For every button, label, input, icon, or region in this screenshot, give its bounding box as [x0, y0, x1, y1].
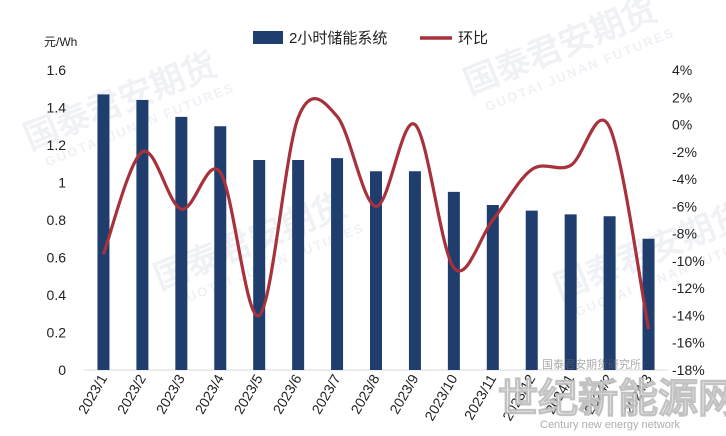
left-tick-label: 1.2	[47, 137, 67, 153]
legend-bar-label: 2小时储能系统	[289, 30, 387, 47]
x-tick-label: 2023/9	[386, 371, 421, 416]
left-tick-label: 1.6	[47, 62, 67, 78]
right-tick-label: -18%	[672, 362, 705, 378]
x-tick-label: 2023/5	[231, 371, 266, 416]
x-tick-label: 2023/4	[192, 371, 227, 416]
left-tick-label: 0.8	[47, 212, 67, 228]
stamp-watermark: 国泰君安期货研究所	[542, 357, 641, 371]
left-tick-label: 0.6	[47, 250, 67, 266]
bar	[97, 94, 110, 370]
left-tick-label: 0.4	[47, 287, 67, 303]
bar	[331, 158, 344, 370]
legend-bar-swatch	[253, 31, 283, 44]
right-tick-label: -4%	[672, 171, 697, 187]
legend-line-label: 环比	[458, 30, 488, 47]
right-tick-label: -16%	[672, 335, 705, 351]
bar	[642, 238, 655, 370]
x-tick-label: 2023/11	[461, 371, 500, 422]
x-tick-label: 2023/10	[421, 371, 460, 423]
bar	[408, 171, 421, 370]
bar	[253, 160, 266, 370]
left-tick-label: 0.2	[47, 325, 67, 341]
bar	[136, 100, 149, 370]
bar	[292, 160, 305, 370]
right-tick-label: 0%	[672, 117, 692, 133]
right-tick-label: -14%	[672, 307, 705, 323]
bar	[214, 126, 227, 370]
bar	[525, 210, 538, 370]
bar	[175, 116, 188, 370]
right-tick-label: -8%	[672, 226, 697, 242]
x-tick-label: 2023/7	[308, 371, 343, 416]
site-watermark-cn: 世纪新能源网	[498, 377, 726, 421]
left-tick-label: 1.4	[47, 100, 67, 116]
x-tick-label: 2023/6	[269, 371, 304, 416]
right-tick-label: 2%	[672, 89, 692, 105]
right-tick-label: -2%	[672, 144, 697, 160]
bar-series	[97, 94, 655, 370]
left-tick-label: 1	[58, 175, 66, 191]
bar	[486, 205, 499, 370]
bar	[564, 214, 577, 370]
right-tick-label: -6%	[672, 198, 697, 214]
right-tick-label: -10%	[672, 253, 705, 269]
bar	[370, 171, 382, 370]
left-tick-label: 0	[58, 362, 66, 378]
bar	[603, 216, 616, 370]
line-series	[101, 97, 651, 330]
x-tick-label: 2023/8	[347, 371, 382, 416]
x-tick-label: 2023/1	[75, 371, 110, 416]
right-tick-label: 4%	[672, 62, 692, 78]
x-tick-label: 2023/3	[153, 371, 188, 416]
left-axis-unit: 元/Wh	[44, 35, 77, 49]
legend: 2小时储能系统 环比	[253, 30, 488, 47]
right-tick-label: -12%	[672, 280, 705, 296]
x-tick-label: 2023/2	[114, 371, 149, 416]
bar	[447, 191, 460, 370]
site-watermark-en: Century new energy network	[540, 419, 681, 431]
